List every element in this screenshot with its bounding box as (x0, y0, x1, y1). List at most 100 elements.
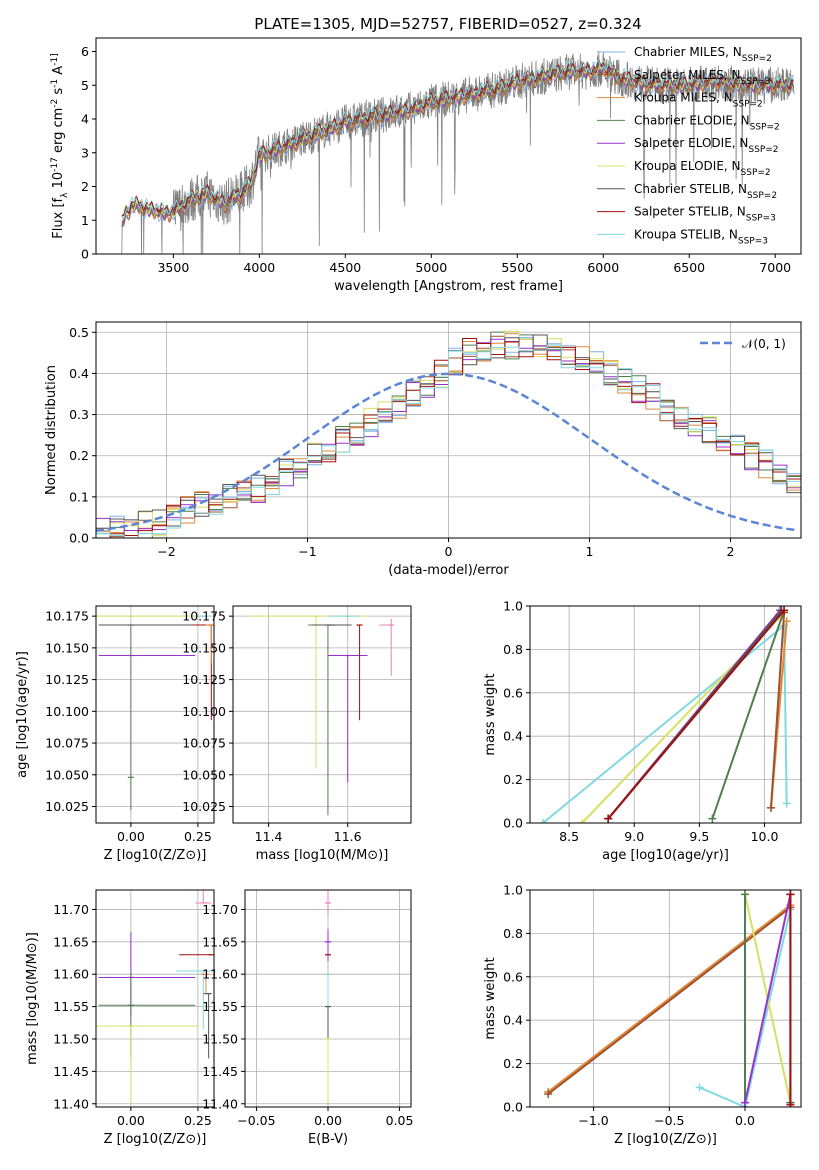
y-tick-label: 11.50 (202, 1031, 238, 1046)
series-line-chabrier-elodie (711, 609, 786, 820)
series-marker (786, 1100, 795, 1107)
x-tick-label: 11.6 (334, 829, 362, 844)
y-tick-label: 11.40 (202, 1096, 238, 1111)
y-tick-label: 10.050 (45, 767, 89, 782)
y-tick-label: 11.65 (202, 934, 238, 949)
y-axis-label: Flux [fλ 10-17 erg cm-2 s-1 A-1] (50, 53, 70, 238)
plot-layer: 3500 4000 4500 5000 5500 6000 6500 7000 0 1 2 3 4 5 6 w… (15, 37, 802, 1147)
axes-frame (232, 605, 412, 824)
series-marker (786, 890, 795, 899)
panel-mass-weight-vs-Z: −1.0 −0.5 0.0 0.0 0.2 0.4 0.6 0.8 1.0 Z [log10(Z/… (483, 883, 802, 1147)
y-tick-label: 11.60 (202, 967, 238, 982)
y-axis-label: age [log10(age/yr)] (15, 651, 30, 778)
x-tick-label: −2 (157, 544, 175, 559)
y-tick-label: 1.0 (503, 883, 523, 898)
y-tick-label: 10.150 (45, 640, 89, 655)
x-tick-label: −1 (298, 544, 316, 559)
x-tick-label: 2 (727, 544, 735, 559)
plot-area (530, 606, 801, 823)
y-tick-label: 2 (81, 179, 89, 194)
y-tick-label: 0.5 (69, 325, 89, 340)
panel-mass-vs-EBV: −0.05 0.00 0.05 11.40 11.45 11.50 11.55 11.60 11… (202, 889, 414, 1147)
plot-area (245, 890, 411, 1107)
histogram-kroupa-elodie (96, 330, 801, 538)
series-marker (782, 799, 791, 808)
y-tick-label: 10.125 (182, 672, 226, 687)
figure-title: PLATE=1305, MJD=52757, FIBERID=0527, z=0… (254, 15, 641, 33)
x-axis-label: E(B-V) (308, 1132, 348, 1147)
y-tick-label: 4 (81, 112, 89, 127)
x-tick-label: 11.4 (255, 829, 283, 844)
panel-spectrum: 3500 4000 4500 5000 5500 6000 6500 7000 0 1 2 3 4 5 6 w… (50, 37, 802, 294)
series-line-salpeter-stelib (607, 609, 785, 820)
legend-label: Salpeter MILES, NSSP=3 (634, 68, 771, 87)
x-tick-label: −0.05 (237, 1113, 275, 1128)
panel-mass-vs-Z: 0.00 0.25 11.40 11.45 11.50 11.55 11.60 11.65 11… (25, 889, 215, 1147)
series-line-kroupa-stelib (699, 909, 792, 1107)
y-tick-label: 11.50 (53, 1031, 89, 1046)
y-tick-label: 0.0 (503, 1100, 523, 1115)
legend-label: Salpeter STELIB, NSSP=3 (634, 205, 776, 224)
y-tick-label: 0.0 (503, 816, 523, 831)
y-tick-label: 10.025 (182, 799, 226, 814)
x-tick-label: 6500 (673, 260, 705, 275)
y-tick-label: 0.3 (69, 407, 89, 422)
x-tick-label: 7000 (759, 260, 791, 275)
plot-area (96, 606, 214, 823)
y-tick-label: 0.4 (503, 1013, 523, 1028)
y-axis-label: mass weight (483, 673, 498, 755)
x-tick-label: 9.5 (689, 829, 709, 844)
model-line-kroupa-stelib (121, 58, 794, 220)
y-tick-label: 10.100 (182, 704, 226, 719)
axes-frame (529, 605, 802, 824)
x-tick-label: 0.25 (184, 1113, 212, 1128)
x-tick-label: 3500 (157, 260, 189, 275)
axes-frame (95, 889, 215, 1108)
y-tick-label: 10.150 (182, 640, 226, 655)
series-marker (695, 1083, 704, 1092)
y-tick-label: 11.60 (53, 967, 89, 982)
legend-label: Chabrier MILES, NSSP=2 (634, 45, 772, 64)
x-tick-label: 0.00 (314, 1113, 342, 1128)
axes-frame (244, 889, 412, 1108)
x-axis-label: age [log10(age/yr)] (602, 848, 729, 863)
y-tick-label: 1.0 (503, 599, 523, 614)
y-tick-label: 0.0 (69, 531, 89, 546)
x-tick-label: 5000 (415, 260, 447, 275)
histogram-kroupa-stelib (96, 344, 801, 538)
plot-area (233, 606, 411, 823)
x-axis-label: wavelength [Angstrom, rest frame] (334, 279, 563, 294)
y-tick-label: 0.8 (503, 926, 523, 941)
y-tick-label: 11.55 (53, 999, 89, 1014)
y-tick-label: 6 (81, 44, 89, 59)
x-tick-label: 0.05 (386, 1113, 414, 1128)
y-tick-label: 10.125 (45, 672, 89, 687)
axes-frame (529, 889, 802, 1108)
series-marker (780, 606, 789, 615)
x-axis-label: Z [log10(Z/Z⊙)] (614, 1132, 717, 1147)
panel-mass-weight-vs-age: 8.5 9.0 9.5 10.0 0.0 0.2 0.4 0.6 0.8 1.0 age [log1… (483, 599, 802, 863)
x-tick-label: −1.0 (578, 1113, 608, 1128)
x-axis-label: Z [log10(Z/Z⊙)] (104, 848, 207, 863)
y-tick-label: 10.175 (182, 609, 226, 624)
legend-label: Salpeter ELODIE, NSSP=2 (634, 136, 779, 155)
panel-age-vs-mass: 11.4 11.6 10.025 10.050 10.075 10.100 10.125 10… (182, 605, 412, 863)
plot-area (530, 890, 801, 1107)
x-tick-label: 0.25 (184, 829, 212, 844)
y-tick-label: 11.45 (202, 1064, 238, 1079)
legend-label: Kroupa ELODIE, NSSP=2 (634, 159, 771, 178)
x-tick-label: 0 (445, 544, 453, 559)
legend-label: Chabrier STELIB, NSSP=2 (634, 182, 777, 201)
panel-residual-histogram: −2 −1 0 1 2 0.0 0.1 0.2 0.3 0.4 0.5 (data-model)/er… (44, 321, 802, 578)
x-axis-label: Z [log10(Z/Z⊙)] (104, 1132, 207, 1147)
y-tick-label: 0.1 (69, 489, 89, 504)
plot-area (121, 50, 795, 254)
normal-curve (96, 372, 799, 533)
y-tick-label: 0.4 (69, 366, 89, 381)
series-line-salpeter-miles (547, 906, 792, 1095)
axes-frame (95, 605, 215, 824)
y-tick-label: 11.70 (202, 902, 238, 917)
series-marker (604, 814, 613, 823)
y-tick-label: 0.2 (503, 772, 523, 787)
